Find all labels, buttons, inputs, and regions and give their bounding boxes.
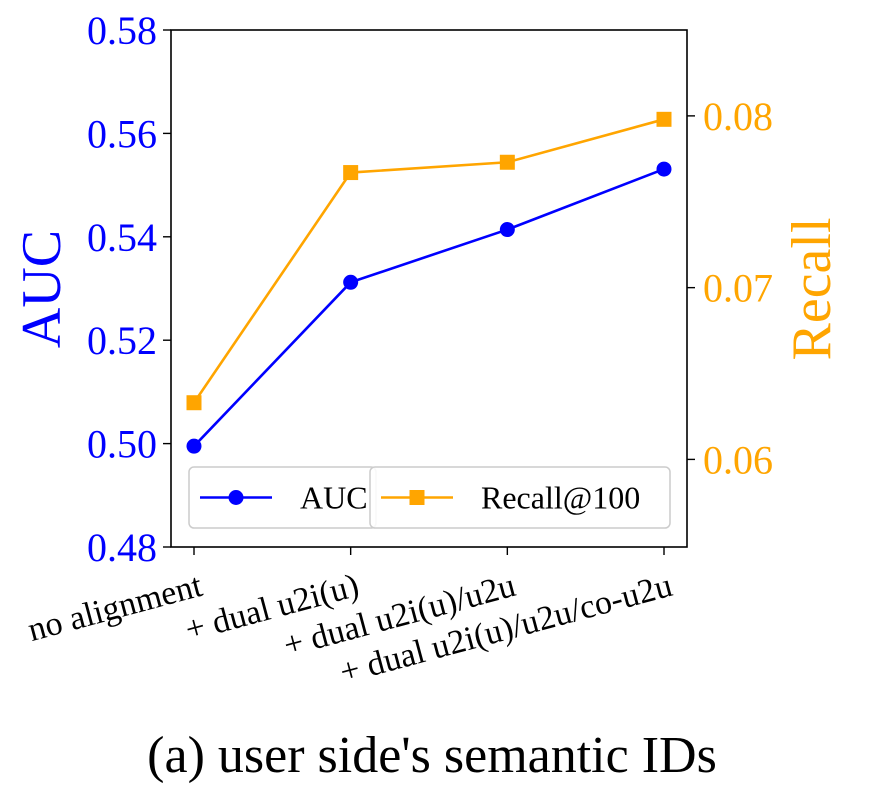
right-axis-tick-label: 0.07 — [703, 266, 773, 311]
auc-point — [343, 274, 359, 290]
right-axis-title: Recall — [781, 217, 843, 360]
auc-point — [656, 161, 672, 177]
legend-marker — [409, 490, 425, 505]
left-axis-title: AUC — [11, 230, 73, 348]
legend-marker — [228, 490, 244, 505]
right-axis-tick-label: 0.06 — [703, 437, 773, 482]
plot-frame — [170, 29, 688, 548]
legend-label: AUC — [300, 480, 368, 516]
left-axis-tick-label: 0.56 — [87, 111, 157, 156]
auc-point — [499, 222, 515, 238]
recall-point — [656, 111, 672, 127]
left-axis-tick-label: 0.52 — [87, 318, 157, 363]
series-line-auc — [193, 167, 665, 448]
series-line-recall-100 — [192, 118, 665, 404]
figure-caption: (a) user side's semantic IDs — [147, 727, 717, 784]
left-axis-tick-label: 0.50 — [87, 422, 157, 467]
left-axis-tick-label: 0.54 — [87, 215, 157, 260]
x-axis-tick-label: no alignment — [24, 567, 206, 649]
auc-point — [186, 438, 202, 454]
right-axis-tick-label: 0.08 — [703, 94, 773, 139]
legend-box — [369, 466, 671, 529]
recall-point — [499, 154, 515, 170]
left-axis-tick-label: 0.48 — [87, 525, 157, 570]
recall-point — [186, 395, 202, 411]
left-axis-tick-label: 0.58 — [87, 8, 157, 53]
recall-point — [343, 165, 359, 181]
legend-label: Recall@100 — [481, 480, 640, 516]
